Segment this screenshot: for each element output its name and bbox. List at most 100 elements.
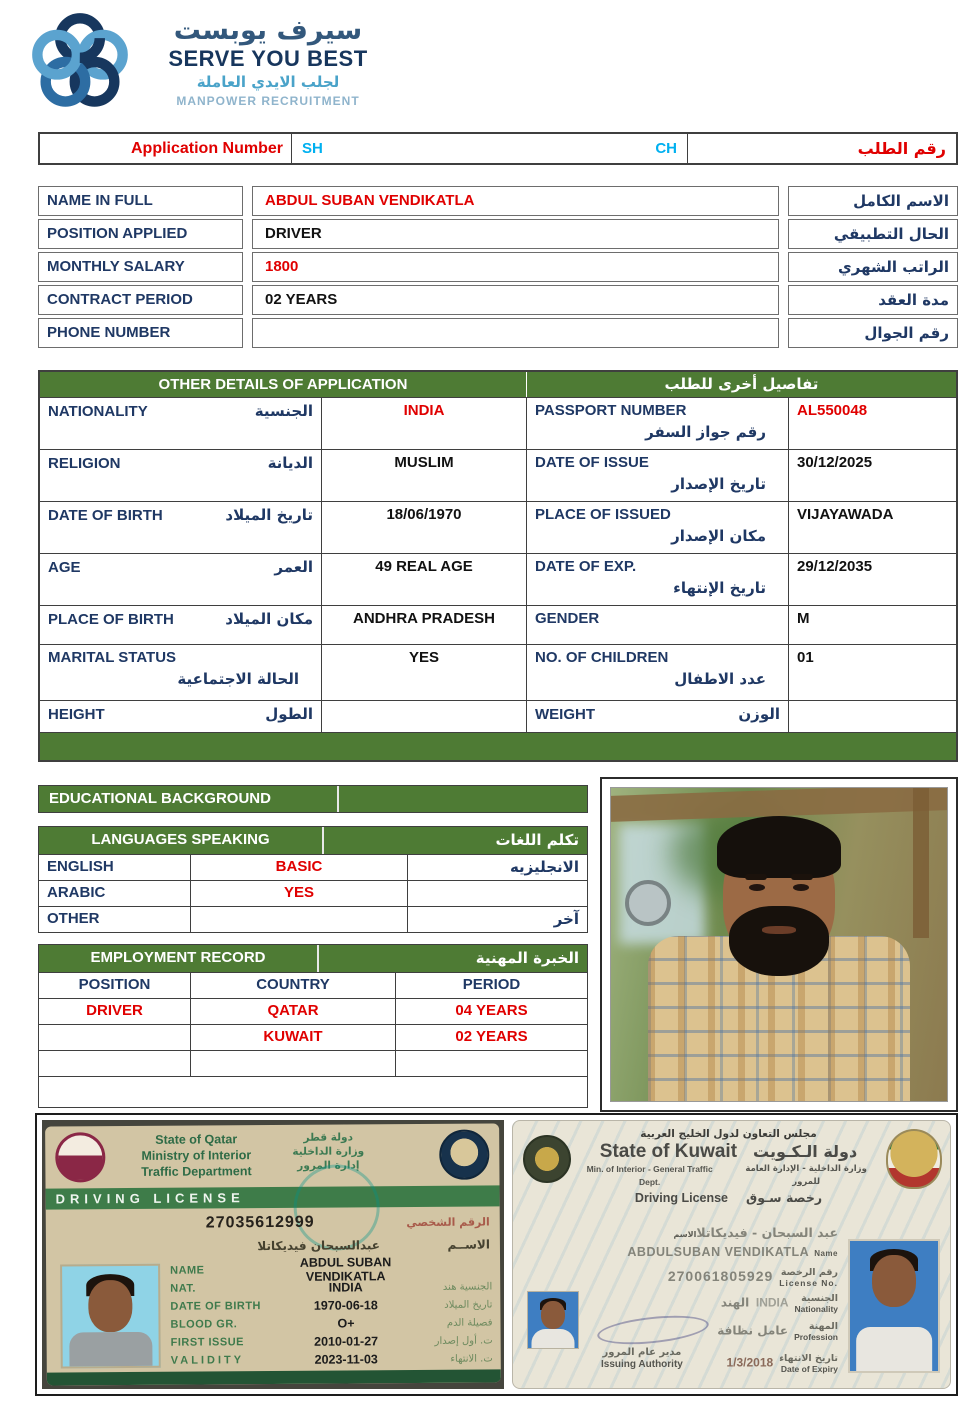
kuwait-name-ar: عبد السبحان - فيديكاتلاالاسم — [669, 1225, 838, 1240]
value-date-of-exp: 29/12/2035 — [797, 558, 873, 575]
kuwait-nationality-en: INDIA — [755, 1295, 789, 1310]
logo-english-subtitle: MANPOWER RECRUITMENT — [176, 93, 360, 108]
table-row: PLACE OF BIRTH مكان الميلاد ANDHRA PRADES… — [40, 605, 956, 644]
field-label-ar: تاريخ الميلاد — [444, 1298, 493, 1311]
label-date-of-birth-ar: تاريخ الميلاد — [225, 506, 313, 524]
languages-header-ar: تكلم اللغات — [495, 831, 579, 849]
application-number-ch: CH — [655, 140, 677, 157]
kuwait-license-no-label-ar: رقم الرخصة — [780, 1267, 838, 1278]
kuwait-ministry-en: Min. of Interior - General Traffic Dept. — [586, 1164, 713, 1187]
field-value: O+ — [337, 1316, 355, 1331]
logo-english-title: SERVE YOU BEST — [168, 45, 368, 71]
photo-background — [625, 880, 671, 926]
field-label-ar: الجنسية هند — [442, 1280, 493, 1293]
value-marital-status: YES — [322, 645, 527, 700]
license-photo-small — [527, 1291, 579, 1349]
employment-empty-row — [39, 1076, 587, 1107]
value-age: 49 REAL AGE — [322, 554, 527, 605]
label-other-ar: آخر — [553, 910, 579, 928]
field-label: VALIDITY — [170, 1354, 245, 1367]
table-row: NAME IN FULL ABDUL SUBAN VENDIKATLA الاس… — [38, 186, 958, 216]
row-label-ar: الاسم الكامل — [788, 186, 958, 216]
other-details-header-ar: تفاصيل أخرى للطلب — [664, 375, 819, 393]
kuwait-issuing-en: Issuing Authority — [601, 1359, 683, 1370]
license-photo — [848, 1239, 940, 1373]
label-date-of-birth: DATE OF BIRTH — [48, 507, 163, 524]
table-row: PHONE NUMBER رقم الجوال — [38, 318, 958, 348]
label-marital-status: MARITAL STATUS — [48, 649, 177, 666]
qatar-license-scan: State of Qatar Ministry of Interior Traf… — [42, 1120, 504, 1389]
license-photo-face — [872, 1255, 916, 1307]
value-arabic-level: YES — [191, 881, 408, 906]
employment-position — [39, 1051, 191, 1076]
field-label-ar — [413, 1268, 494, 1269]
table-row: RELIGION الديانة MUSLIM DATE OF ISSUE تاري… — [40, 449, 956, 501]
logo-knot-icon — [32, 13, 128, 107]
qatar-name-ar: عبدالسبحان فيديكاتلا — [257, 1238, 380, 1254]
value-gender: M — [797, 610, 810, 627]
employment-header-en: EMPLOYMENT RECORD — [39, 945, 319, 972]
applicant-face — [762, 926, 796, 934]
employment-header: EMPLOYMENT RECORD الخبرة المهنية — [39, 945, 587, 972]
logo-arabic-subtitle: لجلب الايدي العاملة — [196, 72, 340, 91]
field-label-ar: فصيلة الدم — [446, 1316, 493, 1329]
kuwait-expiry-date: 1/3/2018 — [726, 1355, 774, 1370]
languages-table: LANGUAGES SPEAKING تكلم اللغات ENGLISH B… — [38, 826, 588, 933]
label-religion-ar: الديانة — [267, 454, 313, 472]
kuwait-profession-ar: عامل نظافة — [717, 1323, 789, 1338]
qatar-department: Traffic Department — [141, 1164, 252, 1179]
field-value: 2023-11-03 — [314, 1352, 378, 1367]
kuwait-name-label-ar: الاسم — [673, 1230, 697, 1239]
kuwait-license-scan: مجلس التعاون لدول الخليج العربية State o… — [512, 1120, 951, 1389]
field-label: DATE OF BIRTH — [170, 1300, 262, 1313]
educational-background-header: EDUCATIONAL BACKGROUND — [38, 785, 588, 813]
value-passport-number: AL550048 — [797, 402, 868, 419]
column-position: POSITION — [39, 973, 191, 998]
employment-country: QATAR — [191, 999, 396, 1024]
label-date-of-exp: DATE OF EXP. — [535, 558, 637, 575]
row-value: ABDUL SUBAN VENDIKATLA — [252, 186, 779, 216]
qatar-country: State of Qatar — [155, 1132, 238, 1147]
field-label: NAME — [170, 1264, 205, 1277]
applicant-photo — [610, 787, 948, 1102]
license-photo-face — [856, 1326, 932, 1371]
kuwait-profession: عامل نظافة المهنة Profession — [717, 1321, 838, 1342]
row-label-ar: مدة العقد — [788, 285, 958, 315]
kuwait-name-en-text: ABDULSUBAN VENDIKATLA — [627, 1245, 810, 1259]
value-place-of-birth: ANDHRA PRADESH — [322, 606, 527, 644]
row-value — [252, 318, 779, 348]
qatar-personal-number: 27035612999 — [205, 1213, 315, 1232]
table-row: POSITION APPLIED DRIVER الحال التطبيقي — [38, 219, 958, 249]
label-place-of-birth: PLACE OF BIRTH — [48, 611, 174, 628]
label-date-of-issue: DATE OF ISSUE — [535, 454, 649, 471]
qatar-driving-license-band: DRIVING LICENSE — [45, 1185, 500, 1210]
label-age-ar: العمر — [274, 558, 313, 576]
row-label-ar: الحال التطبيقي — [788, 219, 958, 249]
employment-header-ar: الخبرة المهنية — [475, 949, 579, 967]
kuwait-issuing-ar: مدير عام المرور — [602, 1347, 682, 1358]
kuwait-nationality-label-en: Nationality — [794, 1304, 838, 1314]
row-label-en: NAME IN FULL — [38, 186, 243, 216]
row-label-en: PHONE NUMBER — [38, 318, 243, 348]
field-value: 2010-01-27 — [314, 1334, 379, 1349]
table-row: ENGLISH BASIC الانجليزيه — [39, 854, 587, 880]
kuwait-nationality-ar: الهند — [720, 1295, 750, 1310]
row-label-ar: رقم الجوال — [788, 318, 958, 348]
label-passport-number-ar: رقم جواز السفر — [645, 423, 766, 441]
value-date-of-birth: 18/06/1970 — [322, 502, 527, 553]
field-value: 1970-06-18 — [313, 1298, 378, 1313]
license-photo-face — [88, 1279, 133, 1333]
applicant-face — [793, 884, 809, 891]
field-label: BLOOD GR. — [170, 1318, 238, 1331]
application-number-label-ar: رقم الطلب — [857, 139, 946, 158]
column-period: PERIOD — [462, 976, 521, 993]
license-photo — [60, 1263, 161, 1369]
label-no-of-children: NO. OF CHILDREN — [535, 649, 669, 666]
kuwait-expiry-label-en: Date of Expiry — [780, 1364, 838, 1374]
company-logo: سيرف يوبست SERVE YOU BEST لجلب الايدي ال… — [28, 10, 394, 114]
photo-background — [913, 788, 929, 938]
label-arabic: ARABIC — [39, 881, 191, 906]
kuwait-title-en: Driving License — [634, 1191, 729, 1205]
kuwait-title-ar: رخصة سـوق — [746, 1190, 823, 1205]
label-date-of-exp-ar: تاريخ الإنتهاء — [673, 579, 766, 597]
